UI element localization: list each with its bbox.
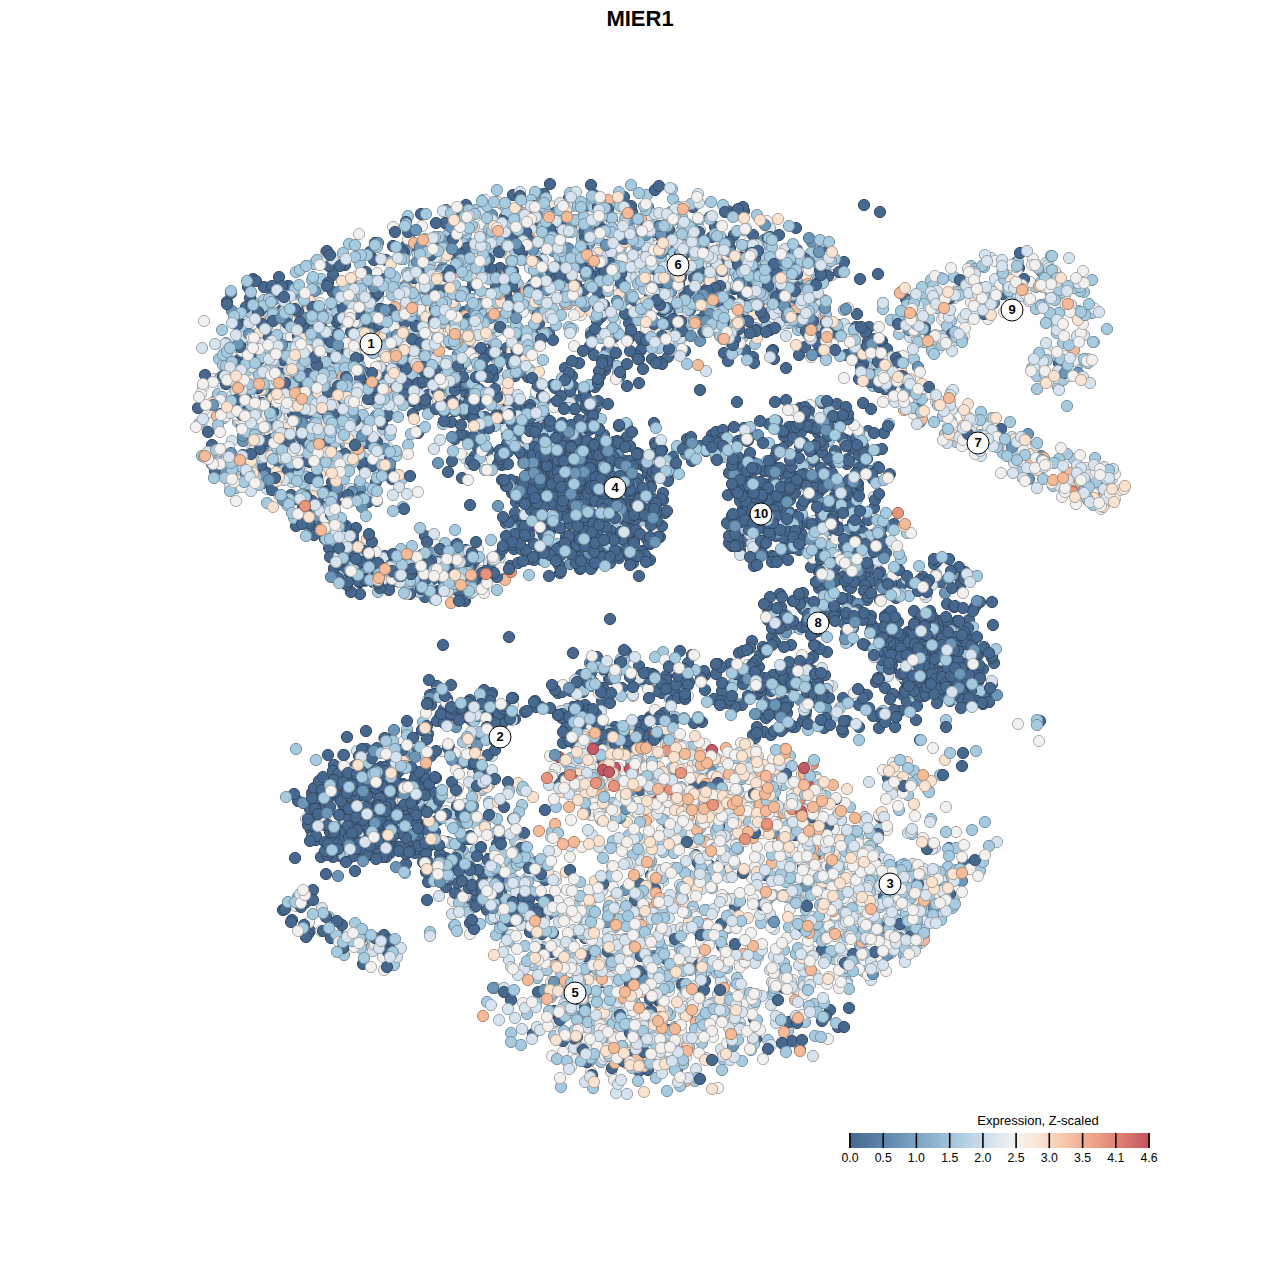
svg-text:9: 9 [1008,302,1015,317]
svg-text:4: 4 [611,480,619,495]
svg-text:0.5: 0.5 [875,1151,892,1165]
svg-text:2.0: 2.0 [974,1151,991,1165]
svg-text:3: 3 [886,876,893,891]
svg-text:5: 5 [571,985,578,1000]
svg-text:1: 1 [367,336,374,351]
svg-text:4.1: 4.1 [1107,1151,1124,1165]
svg-text:3.0: 3.0 [1041,1151,1058,1165]
svg-text:Expression, Z-scaled: Expression, Z-scaled [977,1113,1098,1128]
svg-text:8: 8 [814,615,821,630]
svg-text:MIER1: MIER1 [606,6,673,31]
svg-text:10: 10 [754,506,768,521]
svg-text:1.5: 1.5 [941,1151,958,1165]
svg-text:2.5: 2.5 [1008,1151,1025,1165]
svg-text:2: 2 [496,729,503,744]
svg-text:4.6: 4.6 [1140,1151,1157,1165]
svg-text:1.0: 1.0 [908,1151,925,1165]
svg-text:3.5: 3.5 [1074,1151,1091,1165]
svg-text:7: 7 [974,435,981,450]
svg-text:6: 6 [674,257,681,272]
svg-text:0.0: 0.0 [841,1151,858,1165]
